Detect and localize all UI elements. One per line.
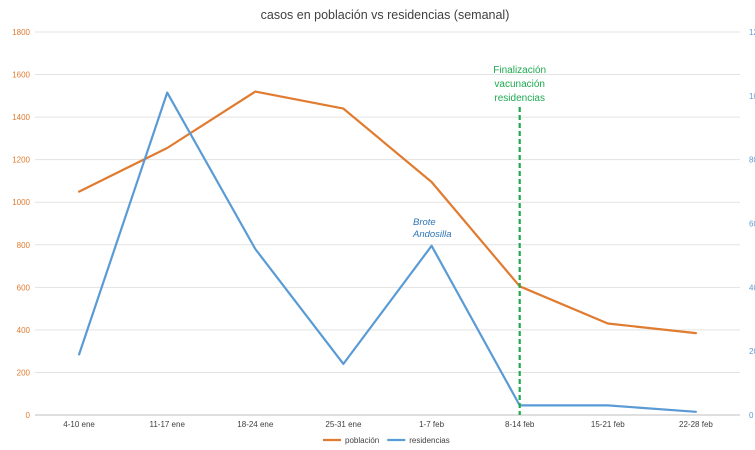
left-tick-label: 400	[17, 326, 31, 335]
left-tick-label: 1200	[12, 156, 30, 165]
right-tick-label: 80	[749, 156, 755, 165]
vaccination-label: vacunación	[494, 79, 545, 90]
x-tick-label: 25-31 ene	[325, 420, 362, 429]
left-tick-label: 1400	[12, 113, 30, 122]
x-tick-label: 22-28 feb	[679, 420, 713, 429]
x-tick-label: 4-10 ene	[63, 420, 95, 429]
outbreak-label: Andosilla	[412, 229, 452, 240]
annotations: Finalización vacunación residencias BroteAn…	[412, 65, 546, 415]
left-tick-label: 200	[17, 368, 31, 377]
outbreak-label: Brote	[413, 217, 436, 228]
left-tick-label: 800	[17, 241, 31, 250]
right-axis-ticks: 0 20 40 60 80 100 120	[749, 28, 755, 420]
gridlines	[35, 31, 740, 416]
x-tick-label: 11-17 ene	[149, 420, 185, 429]
x-axis-ticks: 4-10 ene 11-17 ene 18-24 ene 25-31 ene 1-7 f…	[63, 420, 713, 429]
x-tick-label: 18-24 ene	[237, 420, 274, 429]
x-tick-label: 15-21 feb	[591, 420, 625, 429]
vaccination-label: residencias	[494, 93, 545, 104]
left-tick-label: 1600	[12, 71, 30, 80]
series-line-residencias	[77, 91, 698, 413]
right-tick-label: 120	[749, 28, 755, 37]
chart-title: casos en población vs residencias (seman…	[261, 8, 510, 22]
legend: población residencias	[323, 436, 450, 445]
vaccination-label: Finalización	[493, 65, 546, 76]
left-tick-label: 0	[26, 411, 31, 420]
left-axis-ticks: 0 200 400 600 800 1000 1200 1400 1600 1800	[12, 28, 30, 420]
right-tick-label: 0	[749, 411, 754, 420]
left-tick-label: 1000	[12, 198, 30, 207]
legend-label: población	[345, 436, 379, 445]
right-tick-label: 60	[749, 220, 755, 229]
x-tick-label: 1-7 feb	[419, 420, 444, 429]
right-tick-label: 20	[749, 347, 755, 356]
right-tick-label: 40	[749, 283, 755, 292]
x-tick-label: 8-14 feb	[505, 420, 535, 429]
left-tick-label: 600	[17, 283, 31, 292]
left-tick-label: 1800	[12, 28, 30, 37]
legend-label: residencias	[409, 436, 449, 445]
right-tick-label: 100	[749, 92, 755, 101]
series-lines	[77, 90, 698, 413]
series-line-poblacion	[77, 90, 698, 335]
